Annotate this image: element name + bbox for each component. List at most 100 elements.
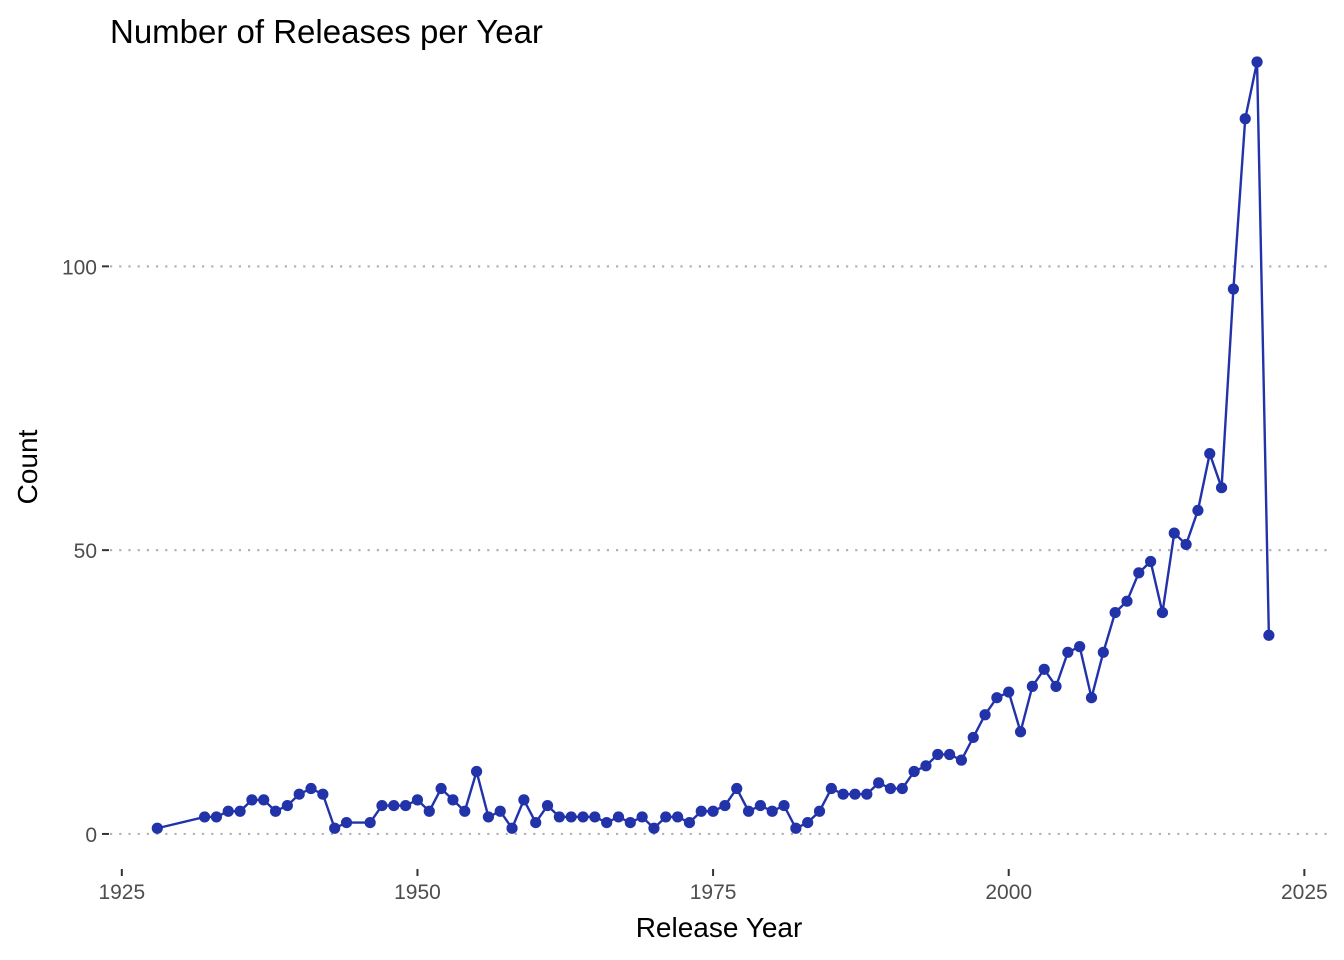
data-point (1168, 527, 1180, 539)
data-point (293, 788, 305, 800)
data-point (1050, 680, 1062, 692)
data-point (329, 822, 341, 834)
data-point (1227, 283, 1239, 295)
data-point (1014, 726, 1027, 738)
data-point (896, 782, 908, 795)
data-point (1204, 448, 1216, 460)
data-point (530, 816, 542, 829)
data-point (506, 822, 518, 834)
data-point (932, 748, 944, 761)
data-point (731, 782, 743, 795)
data-point (683, 816, 696, 829)
data-point (672, 811, 684, 823)
y-axis-tick-labels: 0 50 100 (62, 256, 97, 847)
data-point (447, 794, 459, 806)
data-point (470, 765, 483, 778)
data-point (258, 794, 270, 806)
data-point (151, 822, 163, 834)
x-tick-label: 1975 (690, 881, 737, 904)
data-point (908, 765, 920, 778)
data-point (861, 788, 873, 800)
data-point (1251, 56, 1263, 68)
data-point (246, 794, 258, 806)
data-point (1180, 538, 1192, 551)
x-axis-tick-labels: 1925 1950 1975 2000 2025 (98, 881, 1327, 904)
data-point (518, 794, 530, 806)
data-point (813, 805, 826, 817)
data-point (1192, 504, 1204, 517)
data-point (884, 782, 897, 795)
data-point (920, 760, 932, 772)
y-tick-label: 0 (85, 824, 97, 847)
data-point (1062, 646, 1074, 658)
data-point (979, 709, 991, 721)
x-tick-label: 2025 (1281, 881, 1328, 904)
data-point (340, 816, 353, 829)
x-axis-title: Release Year (636, 912, 803, 943)
data-point (1109, 606, 1121, 619)
y-tick-label: 100 (62, 256, 97, 279)
data-point (636, 811, 648, 823)
data-point (802, 816, 814, 829)
data-point (873, 777, 885, 789)
data-point (589, 811, 601, 823)
data-point (376, 799, 388, 812)
x-tick-label: 1925 (98, 881, 145, 904)
data-point (825, 782, 837, 795)
data-point (778, 799, 790, 812)
data-point (790, 822, 802, 834)
data-point (1097, 646, 1109, 658)
data-point (234, 805, 246, 817)
data-point (719, 799, 731, 812)
data-point (742, 805, 755, 817)
gridlines (110, 265, 1328, 836)
data-point (553, 811, 565, 823)
data-point (1156, 606, 1169, 619)
data-point (991, 692, 1003, 704)
y-tick-label: 50 (74, 540, 97, 563)
data-point (400, 799, 412, 812)
data-point (967, 731, 979, 744)
data-point (1239, 113, 1251, 125)
data-point (281, 799, 293, 812)
data-point (943, 748, 956, 761)
data-point (388, 799, 400, 812)
data-point (423, 805, 435, 817)
data-point (577, 811, 589, 823)
data-point (648, 822, 660, 834)
data-point (695, 805, 707, 817)
data-point (837, 788, 849, 800)
data-point (955, 754, 968, 766)
series-releases (151, 56, 1275, 834)
data-point (766, 805, 778, 817)
x-tick-label: 2000 (985, 881, 1032, 904)
data-point (1003, 686, 1015, 698)
data-point (541, 799, 554, 812)
data-point (660, 811, 672, 823)
data-point (624, 816, 636, 829)
data-point (317, 788, 329, 800)
data-point (459, 805, 471, 817)
data-point (364, 816, 376, 829)
y-axis-title: Count (12, 429, 43, 504)
data-point (612, 811, 625, 823)
data-point (1121, 595, 1133, 607)
chart-title: Number of Releases per Year (110, 13, 543, 50)
data-point (1215, 482, 1228, 494)
data-point (435, 782, 447, 795)
data-point (1145, 555, 1157, 568)
axis-ticks (102, 265, 1306, 876)
data-point (1133, 567, 1145, 579)
x-tick-label: 1950 (394, 881, 441, 904)
data-point (199, 811, 211, 823)
data-point (305, 782, 317, 795)
data-point (411, 794, 424, 806)
data-point (494, 805, 506, 817)
data-point (1263, 629, 1275, 641)
data-point (222, 805, 234, 817)
data-point (601, 816, 613, 829)
data-point (565, 811, 577, 823)
data-point (1085, 692, 1098, 704)
data-point (707, 805, 719, 817)
